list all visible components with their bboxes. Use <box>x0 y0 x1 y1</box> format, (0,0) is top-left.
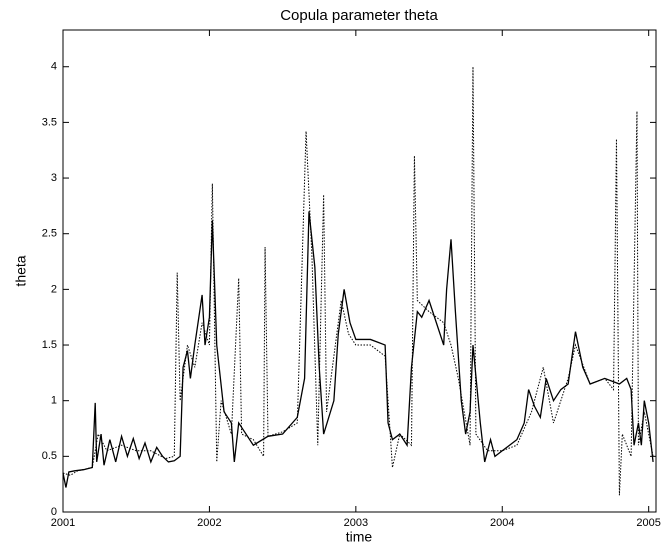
y-tick-label: 1.5 <box>42 339 57 351</box>
x-tick-label: 2001 <box>51 517 75 529</box>
x-axis-label: time <box>346 529 373 545</box>
x-tick-label: 2004 <box>490 517 514 529</box>
y-tick-label: 2 <box>51 283 57 295</box>
x-tick-label: 2002 <box>197 517 221 529</box>
y-tick-label: 2.5 <box>42 228 57 240</box>
x-tick-label: 2003 <box>344 517 368 529</box>
y-tick-label: 1 <box>51 395 57 407</box>
chart-title: Copula parameter theta <box>280 7 438 24</box>
y-tick-label: 3 <box>51 172 57 184</box>
y-tick-label: 0 <box>51 506 57 518</box>
y-axis-label: theta <box>13 255 29 286</box>
y-tick-label: 0.5 <box>42 450 57 462</box>
plot-area <box>62 29 657 513</box>
y-tick-label: 3.5 <box>42 116 57 128</box>
series-line <box>62 211 654 488</box>
y-tick-label: 4 <box>51 61 57 73</box>
x-tick-label: 2005 <box>636 517 660 529</box>
